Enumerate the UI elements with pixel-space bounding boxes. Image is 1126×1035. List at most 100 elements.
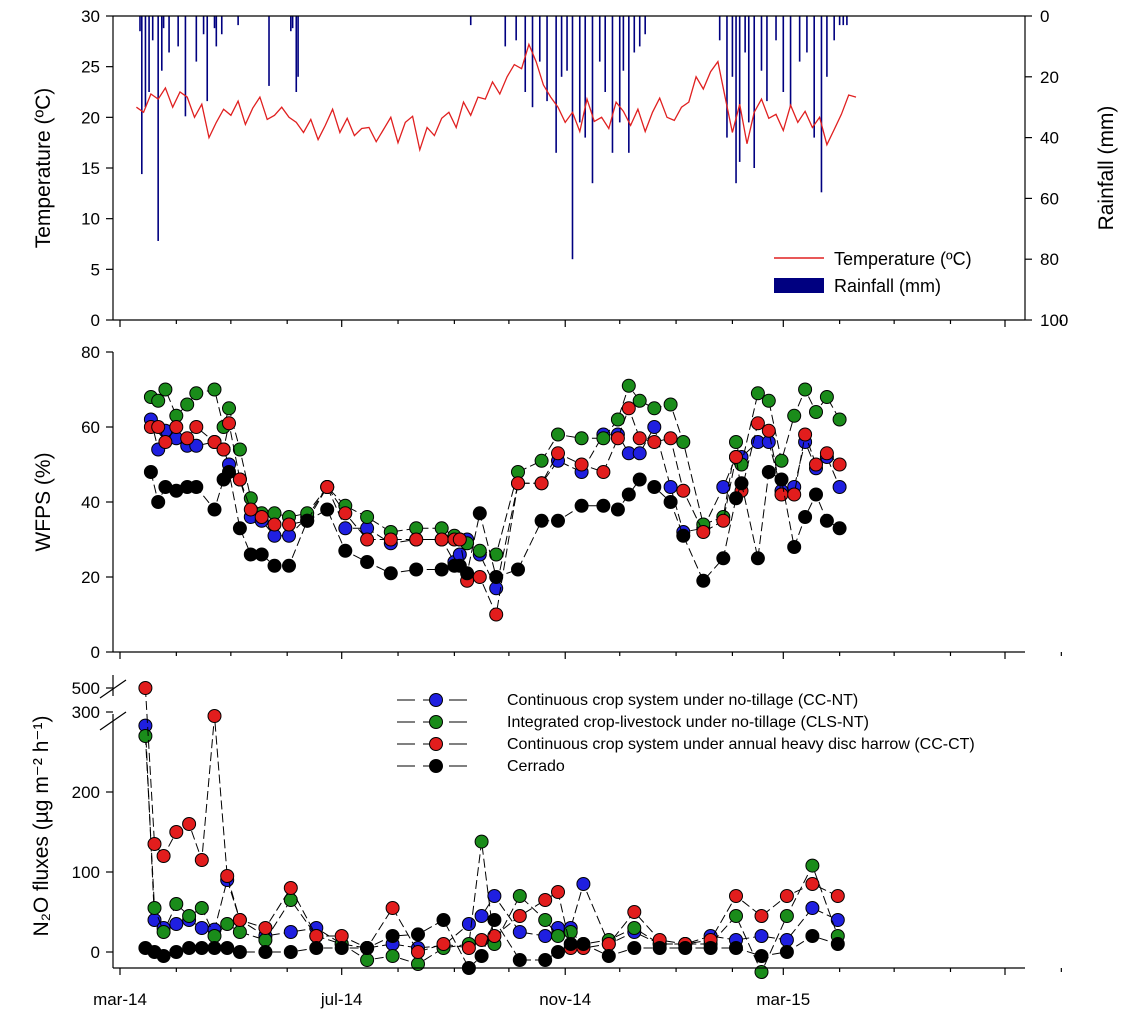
- n2o-point-cc-ct: [283, 881, 298, 895]
- wfps-point-cc-nt: [832, 480, 847, 494]
- rainfall-bar: [833, 16, 835, 41]
- n2o-panel: 0 100 200 300 500 N₂O fluxes (µg m⁻² h⁻¹) Co…: [30, 675, 1062, 979]
- rainfall-bar: [139, 16, 141, 32]
- wfps-ticks: 0 20 40 60 80: [81, 343, 1062, 662]
- n2o-point-cc-ct: [147, 837, 162, 851]
- rainfall-bar: [806, 16, 808, 53]
- wfps-point-cls-nt: [180, 397, 195, 412]
- rainfall-bars: [139, 16, 848, 260]
- n2o-point-cls-nt: [805, 858, 820, 873]
- n2o-point-cc-ct: [601, 937, 616, 951]
- n2o-point-cc-nt: [830, 913, 845, 927]
- legend-rainfall-swatch: [774, 278, 824, 293]
- wfps-point-cls-nt: [676, 435, 691, 449]
- wfps-point-cc-ct: [282, 517, 296, 532]
- rainfall-bar: [718, 16, 721, 41]
- rainfall-bar: [838, 16, 841, 26]
- n2o-point-cc-ct: [207, 709, 222, 723]
- n2o-point-cls-nt: [754, 965, 769, 979]
- rainfall-bar: [177, 16, 179, 47]
- wfps-point-cls-nt: [809, 405, 823, 419]
- n2o-point-cc-ct: [258, 921, 273, 935]
- wfps-y-tick-label: 60: [81, 418, 100, 437]
- n2o-point-cerrado: [156, 949, 171, 963]
- rainfall-bar: [846, 16, 848, 26]
- n2o-point-cc-ct: [385, 901, 400, 915]
- wfps-point-cc-ct: [729, 450, 743, 464]
- rainfall-bar: [148, 16, 150, 92]
- wfps-point-cerrado: [734, 476, 749, 491]
- rainfall-bar: [531, 16, 534, 108]
- wfps-point-cls-nt: [158, 382, 173, 397]
- wfps-point-cc-ct: [489, 607, 504, 622]
- rainfall-bar: [195, 16, 198, 62]
- wfps-point-cc-ct: [676, 483, 691, 498]
- temperature-y-tick-label: 0: [91, 311, 100, 330]
- wfps-point-cls-nt: [798, 382, 813, 397]
- n2o-point-cerrado: [601, 949, 616, 963]
- n2o-point-cerrado: [678, 941, 693, 955]
- wfps-point-cc-ct: [151, 420, 166, 434]
- wfps-point-cerrado: [151, 495, 166, 509]
- wfps-point-cc-ct: [809, 457, 823, 472]
- n2o-point-cls-nt: [563, 925, 578, 939]
- n2o-point-cerrado: [232, 945, 247, 959]
- rainfall-bar: [290, 16, 292, 32]
- rainfall-y-tick-label: 80: [1040, 250, 1059, 269]
- rainfall-bar: [622, 16, 625, 71]
- wfps-point-cc-ct: [222, 416, 236, 431]
- wfps-y-tick-label: 40: [81, 493, 100, 512]
- wfps-point-cc-ct: [819, 446, 834, 461]
- n2o-point-cerrado: [220, 941, 235, 955]
- n2o-point-cls-nt: [474, 834, 489, 849]
- wfps-point-cc-ct: [232, 472, 247, 487]
- wfps-point-cls-nt: [551, 427, 565, 442]
- wfps-point-cerrado: [621, 487, 636, 502]
- rainfall-bar: [538, 16, 541, 62]
- x-tick-labels: mar-14 jul-14 nov-14 mar-15: [93, 990, 810, 1009]
- rainfall-bar: [168, 16, 170, 53]
- rainfall-bar: [731, 16, 734, 77]
- rainfall-bar: [842, 16, 845, 26]
- wfps-point-cc-ct: [761, 423, 776, 438]
- wfps-panel: 0 20 40 60 80 WFPS (%): [32, 343, 1062, 662]
- wfps-point-cerrado: [729, 491, 743, 506]
- rainfall-bar: [237, 16, 239, 26]
- rainfall-bar: [744, 16, 746, 53]
- wfps-point-cc-ct: [360, 532, 375, 547]
- wfps-point-cerrado: [320, 502, 335, 517]
- rainfall-bar: [213, 16, 216, 29]
- legend-label-cc-nt: Continuous crop system under no-tillage …: [507, 692, 858, 709]
- rainfall-bar: [157, 16, 159, 241]
- legend-label-cc-ct: Continuous crop system under annual heav…: [507, 736, 975, 753]
- wfps-point-cerrado: [222, 465, 236, 479]
- wfps-point-cerrado: [254, 547, 269, 562]
- wfps-point-cerrado: [383, 566, 398, 581]
- temperature-y-tick-label: 10: [81, 210, 100, 229]
- n2o-point-cls-nt: [551, 929, 565, 943]
- wfps-point-cc-ct: [574, 457, 589, 472]
- n2o-y-tick-label: 0: [91, 943, 100, 962]
- temperature-y-tick-label: 25: [81, 58, 100, 77]
- n2o-point-cc-ct: [830, 889, 845, 903]
- wfps-point-cc-nt: [189, 438, 204, 453]
- temperature-y-tick-label: 5: [91, 260, 100, 279]
- wfps-point-cc-ct: [180, 431, 195, 446]
- wfps-point-cerrado: [663, 495, 678, 509]
- wfps-point-cls-nt: [189, 386, 204, 401]
- wfps-point-cc-ct: [158, 435, 173, 449]
- wfps-point-cerrado: [798, 510, 813, 524]
- wfps-point-cc-ct: [621, 401, 636, 416]
- n2o-point-cerrado: [182, 941, 197, 955]
- n2o-point-cc-nt: [576, 877, 591, 891]
- wfps-point-cerrado: [809, 487, 823, 502]
- rainfall-bar: [555, 16, 557, 153]
- wfps-y-tick-label: 20: [81, 568, 100, 587]
- rainfall-bar: [578, 16, 581, 123]
- n2o-point-cerrado: [779, 945, 794, 959]
- n2o-point-cc-ct: [627, 905, 642, 919]
- n2o-point-cerrado: [194, 941, 209, 955]
- n2o-point-cls-nt: [627, 921, 642, 935]
- n2o-point-cc-nt: [805, 901, 820, 915]
- n2o-series-cerrado: [138, 913, 845, 975]
